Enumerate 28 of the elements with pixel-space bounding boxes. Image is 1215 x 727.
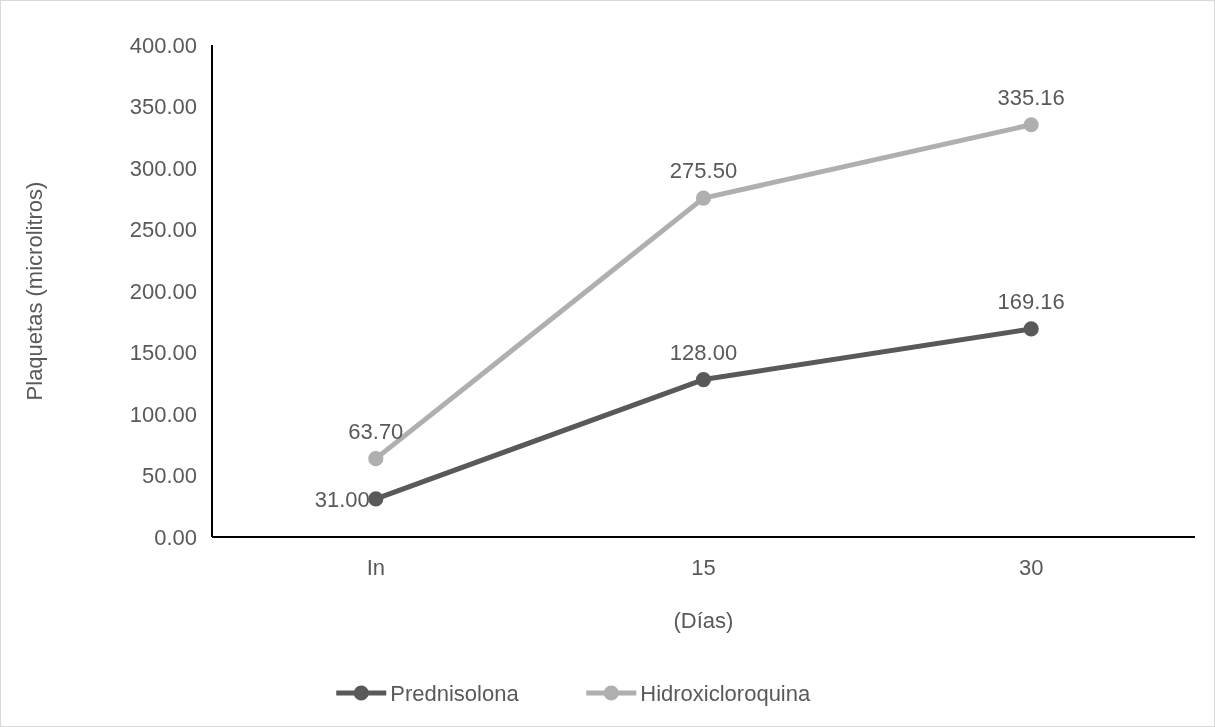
point — [1023, 117, 1039, 133]
y-tick-label: 50.00 — [141, 463, 197, 489]
x-tick-label: 30 — [1018, 555, 1044, 580]
y-tick-label: 300.00 — [129, 155, 197, 181]
data-label: 63.70 — [348, 418, 404, 444]
y-tick-label: 150.00 — [129, 340, 197, 366]
point — [695, 372, 712, 388]
data-label: 275.50 — [669, 158, 738, 184]
point — [368, 491, 384, 507]
legend-label: Prednisolona — [390, 680, 520, 706]
data-label: 335.16 — [997, 84, 1065, 110]
legend-label: Hidroxicloroquina — [640, 680, 811, 706]
data-label: 128.00 — [669, 339, 738, 365]
y-tick-label: 200.00 — [129, 278, 197, 304]
y-tick-label: 100.00 — [129, 401, 197, 427]
y-tick-label: 350.00 — [129, 94, 197, 120]
point — [1023, 321, 1039, 337]
x-axis-title: (Días) — [673, 608, 734, 633]
x-tick-label: In — [366, 555, 386, 580]
x-tick-label: 15 — [691, 555, 716, 580]
y-axis-title: Plaquetas (microlitros) — [22, 181, 47, 401]
y-tick-label: 250.00 — [129, 217, 197, 243]
point — [695, 190, 712, 206]
y-tick-label: 400.00 — [129, 32, 197, 58]
y-tick-label: 0.00 — [154, 524, 197, 550]
data-label: 169.16 — [997, 288, 1065, 314]
point — [368, 451, 384, 467]
data-label: 31.00 — [314, 486, 370, 512]
